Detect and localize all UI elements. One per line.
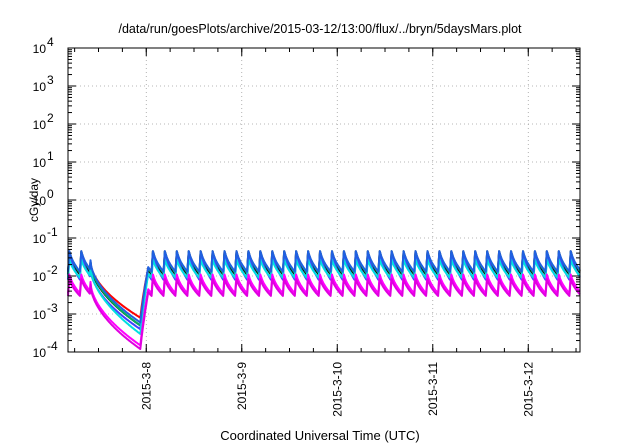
series-lines bbox=[67, 250, 581, 350]
y-tick-label-exponent: 4 bbox=[47, 35, 54, 49]
y-tick-label: 10 bbox=[33, 156, 47, 170]
y-tick-label-exponent: 2 bbox=[47, 111, 54, 125]
y-tick-label: 10 bbox=[33, 270, 47, 284]
series-line-7 bbox=[67, 273, 581, 347]
y-tick-label-exponent: -1 bbox=[47, 225, 58, 239]
y-tick-label: 10 bbox=[33, 42, 47, 56]
series-line-8 bbox=[67, 278, 581, 350]
y-tick-label: 10 bbox=[33, 80, 47, 94]
y-tick-label-exponent: -3 bbox=[47, 301, 58, 315]
y-tick-label: 10 bbox=[33, 194, 47, 208]
y-tick-label: 10 bbox=[33, 346, 47, 360]
y-tick-label-exponent: -2 bbox=[47, 263, 58, 277]
series-line-5 bbox=[67, 258, 581, 335]
series-line-6 bbox=[67, 250, 581, 324]
y-tick-label-exponent: 3 bbox=[47, 73, 54, 87]
x-tick-label: 2015-3-9 bbox=[235, 362, 249, 410]
grid bbox=[68, 48, 580, 352]
y-axis-label: cGy/day bbox=[27, 178, 41, 222]
x-tick-label: 2015-3-11 bbox=[426, 362, 440, 416]
y-tick-label: 10 bbox=[33, 118, 47, 132]
y-tick-label-exponent: 0 bbox=[47, 187, 54, 201]
y-tick-label: 10 bbox=[33, 308, 47, 322]
x-tick-label: 2015-3-12 bbox=[521, 362, 535, 417]
y-tick-label-exponent: -4 bbox=[47, 339, 58, 353]
chart-title: /data/run/goesPlots/archive/2015-03-12/1… bbox=[118, 22, 522, 36]
x-axis-label: Coordinated Universal Time (UTC) bbox=[220, 428, 420, 443]
x-tick-label: 2015-3-8 bbox=[139, 362, 153, 410]
y-tick-label-exponent: 1 bbox=[47, 149, 54, 163]
y-tick-label: 10 bbox=[33, 232, 47, 246]
x-tick-label: 2015-3-10 bbox=[330, 362, 344, 417]
